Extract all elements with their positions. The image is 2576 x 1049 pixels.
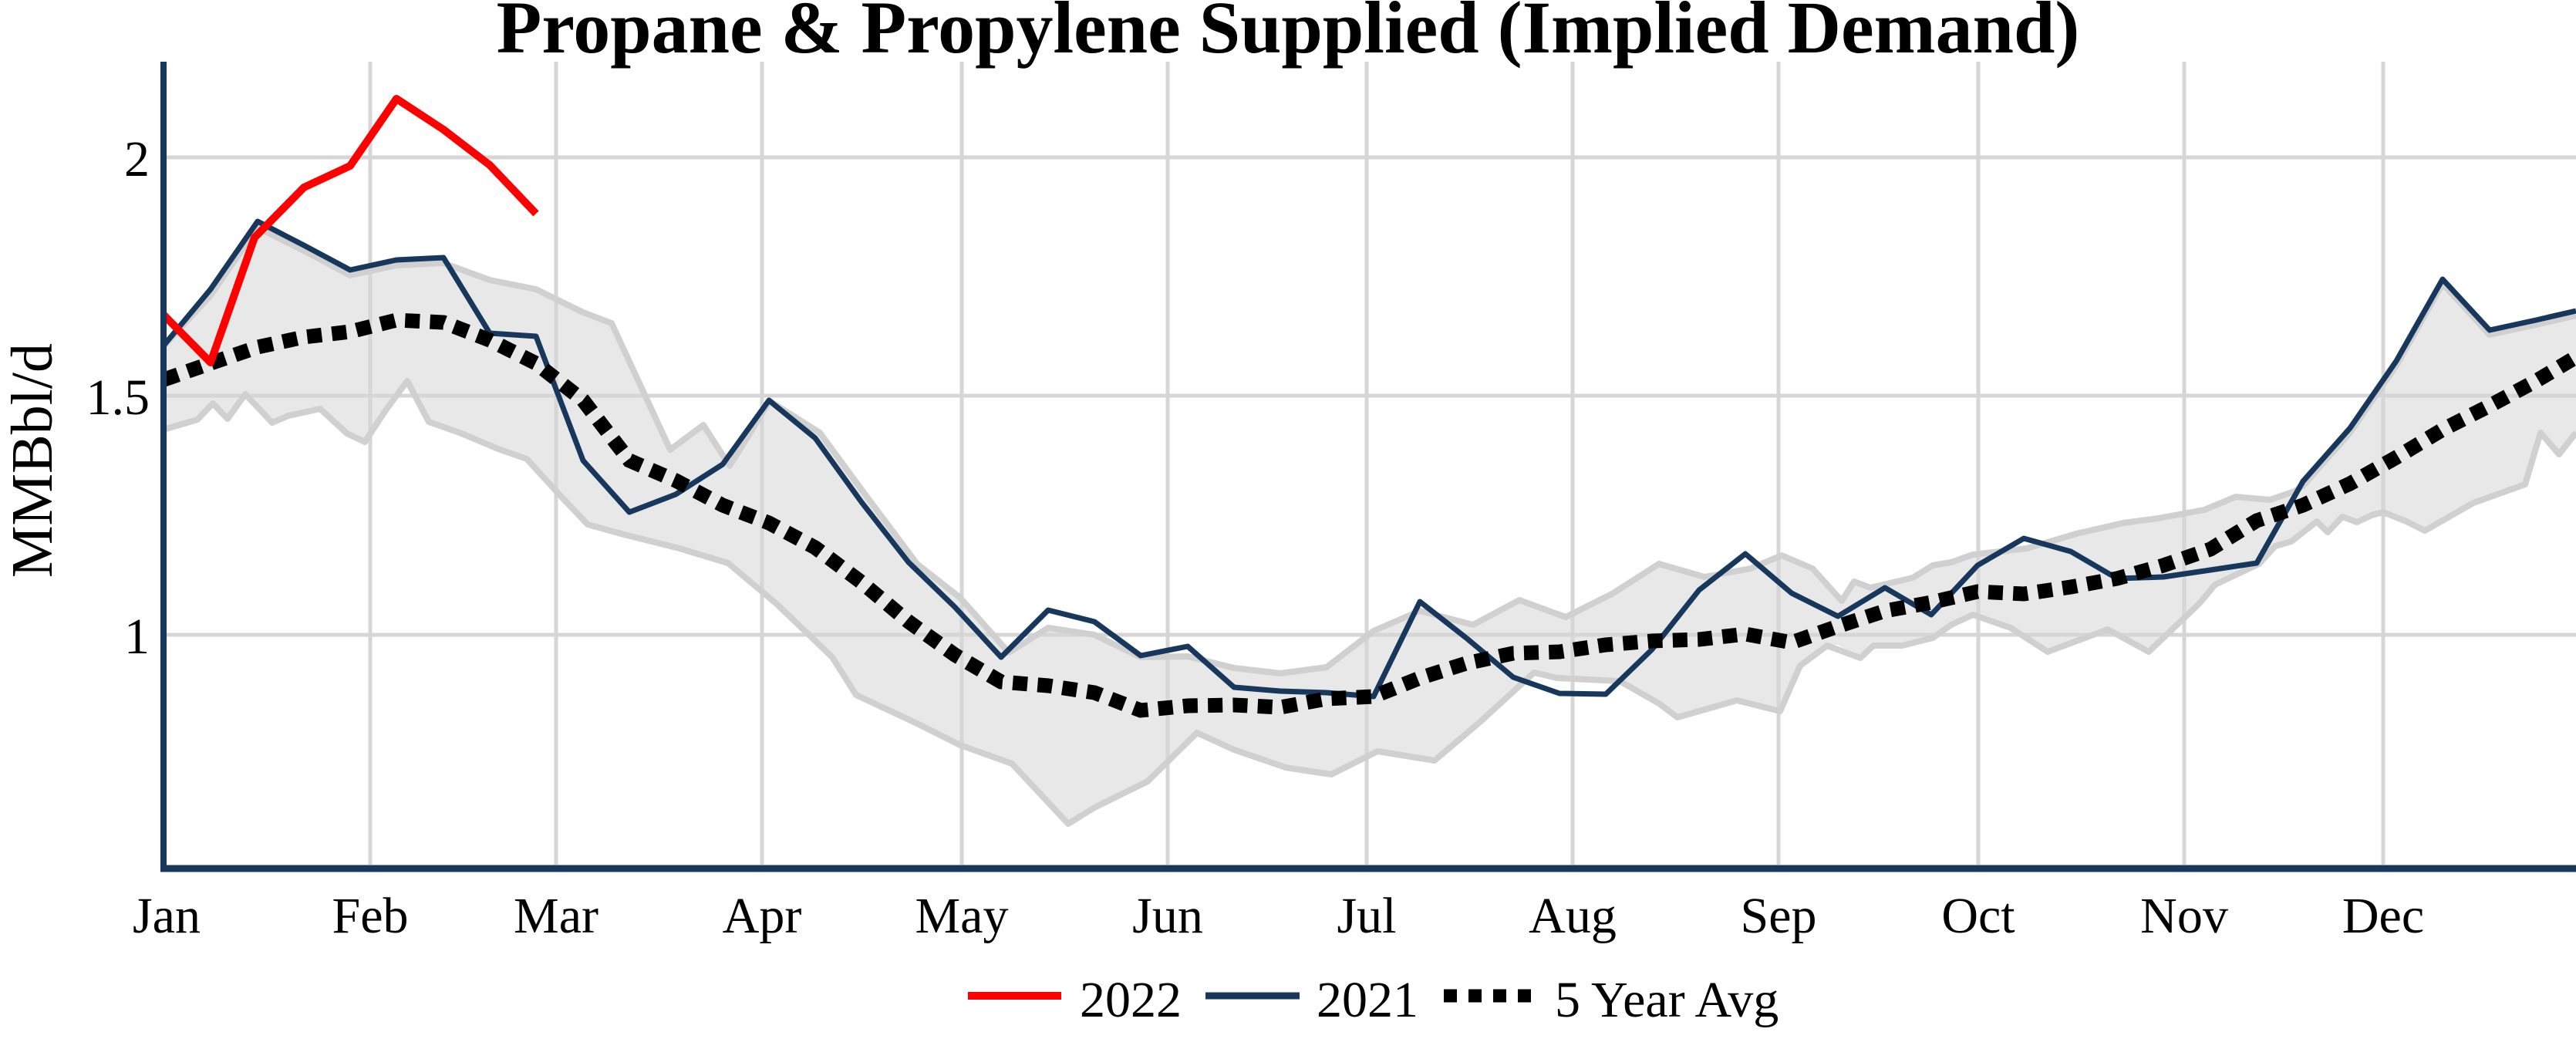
svg-text:Oct: Oct [1941,888,2015,944]
svg-text:2021: 2021 [1317,972,1418,1028]
svg-text:Feb: Feb [332,888,409,944]
svg-text:Dec: Dec [2342,888,2424,944]
svg-text:Jul: Jul [1337,888,1396,944]
svg-text:Nov: Nov [2140,888,2228,944]
svg-text:Jan: Jan [133,888,201,944]
svg-text:MMBbl/d: MMBbl/d [0,343,65,578]
svg-text:Sep: Sep [1741,888,1817,944]
svg-text:1.5: 1.5 [86,369,150,426]
svg-text:2022: 2022 [1080,972,1182,1028]
svg-text:1: 1 [124,609,150,665]
svg-text:May: May [915,888,1009,944]
svg-text:Aug: Aug [1529,888,1617,944]
svg-text:Apr: Apr [723,888,802,944]
svg-text:Jun: Jun [1132,888,1203,944]
svg-text:2: 2 [124,131,150,187]
svg-text:5 Year Avg: 5 Year Avg [1555,972,1779,1028]
svg-text:Propane & Propylene Supplied (: Propane & Propylene Supplied (Implied De… [497,0,2080,69]
svg-text:Mar: Mar [514,888,598,944]
